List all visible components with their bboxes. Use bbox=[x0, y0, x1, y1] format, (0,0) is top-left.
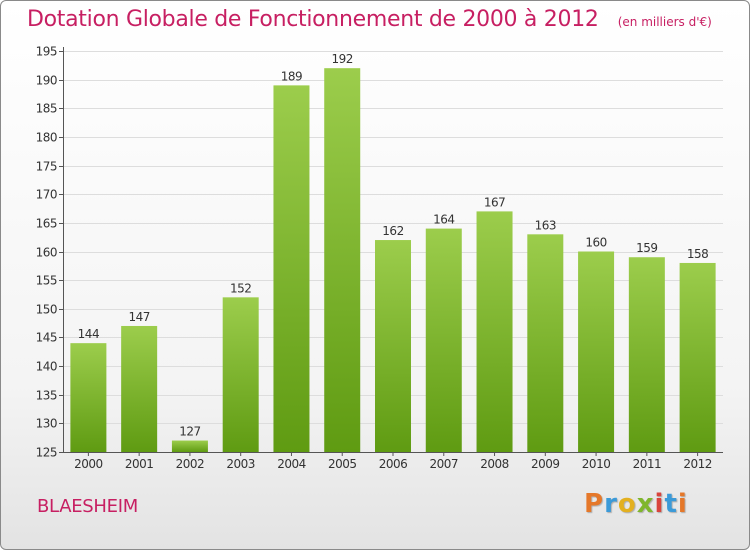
y-tick-label: 160 bbox=[36, 246, 57, 260]
x-tick-label-2012: 2012 bbox=[683, 457, 712, 471]
bar-2006 bbox=[375, 240, 411, 452]
data-labels: 144 147 127 152 189 192 162 164 167 163 160 159 158 bbox=[78, 52, 709, 438]
y-tick-label: 155 bbox=[36, 274, 57, 288]
data-label-2004: 189 bbox=[281, 69, 302, 83]
data-label-2003: 152 bbox=[230, 281, 251, 295]
logo-letter: P bbox=[584, 489, 605, 519]
y-tick-label: 190 bbox=[36, 74, 57, 88]
x-tick-label-2011: 2011 bbox=[633, 457, 662, 471]
logo-letter: r bbox=[604, 489, 618, 519]
x-tick-label-2006: 2006 bbox=[379, 457, 408, 471]
bars bbox=[70, 68, 716, 452]
axes: 125 130 135 140 145 150 155 160 165 170 175 180 185 1… bbox=[36, 45, 723, 471]
data-label-2001: 147 bbox=[128, 310, 149, 324]
data-label-2008: 167 bbox=[484, 195, 505, 209]
y-tick-label: 130 bbox=[36, 417, 57, 431]
y-tick-label: 170 bbox=[36, 188, 57, 202]
bar-2000 bbox=[70, 343, 107, 452]
bar-2012 bbox=[679, 262, 716, 452]
x-tick-label-2004: 2004 bbox=[277, 457, 306, 471]
chart-title: Dotation Globale de Fonctionnement de 20… bbox=[27, 7, 599, 32]
y-tick-label: 180 bbox=[36, 131, 57, 145]
data-label-2012: 158 bbox=[687, 247, 708, 261]
x-tick-label-2003: 2003 bbox=[226, 457, 255, 471]
bar-2003 bbox=[222, 297, 259, 452]
y-tick-label: 125 bbox=[36, 446, 57, 460]
x-tick-label-2009: 2009 bbox=[531, 457, 560, 471]
bar-2005 bbox=[324, 68, 361, 452]
y-tick-label: 145 bbox=[36, 331, 57, 345]
y-tick-label: 165 bbox=[36, 217, 57, 231]
logo-letter: i bbox=[654, 489, 665, 519]
data-label-2005: 192 bbox=[332, 52, 353, 66]
bar-2004 bbox=[273, 85, 310, 452]
bar-2009 bbox=[527, 234, 564, 452]
x-tick-label-2007: 2007 bbox=[429, 457, 458, 471]
commune-name: BLAESHEIM bbox=[37, 496, 138, 517]
unit-note: (en milliers d'€) bbox=[617, 15, 712, 29]
x-tick-label-2008: 2008 bbox=[480, 457, 509, 471]
y-tick-label: 135 bbox=[36, 389, 57, 403]
x-tick-label-2002: 2002 bbox=[176, 457, 205, 471]
y-tick-label: 185 bbox=[36, 102, 57, 116]
title-row: Dotation Globale de Fonctionnement de 20… bbox=[27, 7, 712, 32]
x-tick-label-2001: 2001 bbox=[125, 457, 154, 471]
data-label-2006: 162 bbox=[382, 224, 403, 238]
data-label-2010: 160 bbox=[585, 236, 606, 250]
x-tick-label-2000: 2000 bbox=[74, 457, 103, 471]
y-tick-label: 195 bbox=[36, 45, 57, 59]
data-label-2002: 127 bbox=[179, 425, 200, 439]
bar-2008 bbox=[476, 211, 513, 452]
bar-2011 bbox=[628, 257, 665, 452]
logo-letter: x bbox=[636, 489, 655, 519]
y-tick-label: 150 bbox=[36, 303, 57, 317]
bar-2002 bbox=[171, 440, 208, 452]
logo-letter: o bbox=[617, 489, 637, 519]
bar-2007 bbox=[425, 228, 462, 452]
x-tick-label-2010: 2010 bbox=[582, 457, 611, 471]
bar-2001 bbox=[121, 325, 158, 452]
data-label-2009: 163 bbox=[535, 218, 556, 232]
logo-letter: t bbox=[664, 489, 678, 519]
data-label-2000: 144 bbox=[78, 327, 99, 341]
y-tick-label: 175 bbox=[36, 160, 57, 174]
logo-letter: i bbox=[677, 489, 688, 519]
y-tick-label: 140 bbox=[36, 360, 57, 374]
bar-2010 bbox=[578, 251, 615, 452]
x-tick-label-2005: 2005 bbox=[328, 457, 357, 471]
proxiti-logo: Proxiti bbox=[584, 489, 688, 519]
data-label-2011: 159 bbox=[636, 241, 657, 255]
data-label-2007: 164 bbox=[433, 213, 454, 227]
